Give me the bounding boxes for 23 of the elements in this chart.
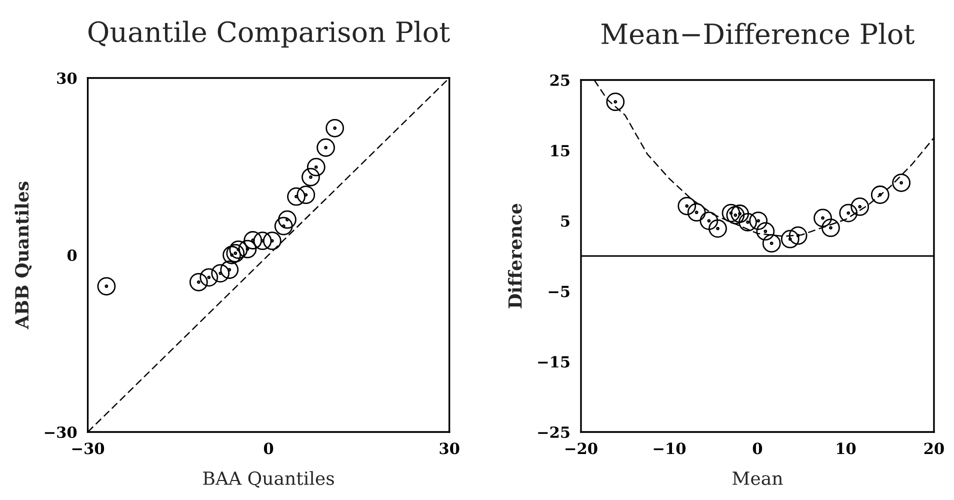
y-tick-label: −5 [548, 286, 570, 298]
y-tick-label: 25 [550, 74, 570, 86]
y-tick-label: 30 [57, 72, 77, 84]
x-tick-label: 20 [924, 442, 944, 454]
chart-title: Quantile Comparison Plot [88, 20, 450, 48]
y-axis-title: ABB Quantiles [14, 182, 32, 330]
y-axis-title: Difference [508, 204, 522, 308]
y-tick-label: 5 [561, 215, 570, 227]
x-tick-label: 10 [836, 442, 856, 454]
y-tick-label: −30 [44, 426, 77, 438]
x-axis-title: Mean [732, 472, 783, 486]
chart-title: Mean−Difference Plot [602, 22, 915, 44]
y-tick-label: −15 [538, 356, 570, 368]
x-axis-title: BAA Quantiles [203, 471, 334, 488]
x-tick-label: −30 [72, 442, 104, 454]
x-tick-label: 0 [752, 442, 762, 454]
y-tick-label: 15 [551, 144, 570, 156]
y-tick-label: −25 [538, 426, 570, 438]
x-tick-label: −10 [654, 442, 686, 454]
x-tick-label: −20 [566, 442, 598, 454]
y-tick-label: 0 [67, 249, 77, 262]
x-tick-label: 30 [440, 442, 460, 454]
x-tick-label: 0 [264, 442, 274, 454]
